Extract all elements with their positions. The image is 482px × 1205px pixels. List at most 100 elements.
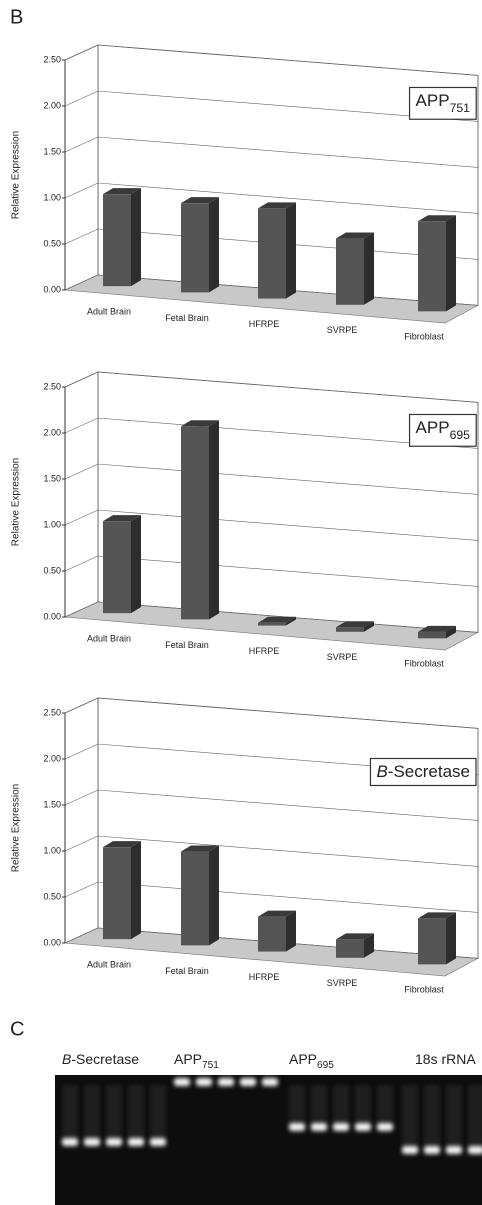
y-tick-label: 2.00 — [43, 753, 61, 763]
bar — [181, 426, 209, 619]
bar-side — [209, 420, 219, 619]
bar — [336, 239, 364, 305]
bar-side — [446, 215, 456, 311]
y-tick-label: 0.50 — [43, 891, 61, 901]
x-tick-label: Adult Brain — [87, 960, 131, 970]
side-wall — [65, 372, 98, 617]
panel-label: C — [10, 1018, 24, 1040]
y-tick-label: 1.00 — [43, 192, 61, 202]
bar — [181, 852, 209, 946]
gel-band — [311, 1123, 327, 1131]
label-part: 18s rRNA — [415, 1051, 476, 1067]
x-tick-label: Fetal Brain — [165, 313, 209, 323]
y-tick-label: 0.00 — [43, 611, 61, 621]
gel-smear — [289, 1085, 305, 1127]
label: APP695 — [289, 1051, 334, 1071]
bar-side — [286, 202, 296, 298]
gel-smear — [468, 1085, 482, 1150]
label-part: -Secretase — [71, 1051, 139, 1067]
y-tick-label: 2.00 — [43, 100, 61, 110]
gel-smear — [84, 1085, 100, 1142]
y-axis-label: Relative Expression — [11, 131, 22, 219]
y-tick-label: 0.50 — [43, 238, 61, 248]
label: 18s rRNA — [415, 1051, 476, 1067]
y-tick-label: 1.00 — [43, 845, 61, 855]
label: B-Secretase — [62, 1051, 139, 1067]
y-tick-label: 1.50 — [43, 799, 61, 809]
gel-band — [424, 1146, 440, 1154]
x-tick-label: Fetal Brain — [165, 640, 209, 650]
bar — [336, 627, 364, 632]
y-tick-label: 0.00 — [43, 937, 61, 947]
bar-side — [131, 188, 141, 286]
y-tick-label: 2.50 — [43, 381, 61, 391]
bar — [418, 221, 446, 311]
label-part: APP — [289, 1051, 317, 1067]
x-tick-label: SVRPE — [327, 325, 358, 335]
gel-smear — [355, 1085, 371, 1127]
y-axis-label: Relative Expression — [11, 458, 22, 546]
bar — [258, 623, 286, 626]
label-part: 695 — [450, 428, 471, 442]
gel-smear — [62, 1085, 78, 1142]
panel-label: B — [10, 6, 23, 28]
x-tick-label: HFRPE — [249, 319, 280, 329]
bar — [181, 203, 209, 292]
bar-side — [209, 846, 219, 946]
x-tick-label: Adult Brain — [87, 307, 131, 317]
label-part: -Secretase — [388, 762, 470, 781]
bar — [103, 521, 131, 613]
label-part: B — [62, 1051, 71, 1067]
bar-side — [446, 912, 456, 964]
bar-side — [209, 197, 219, 292]
gel-band — [333, 1123, 349, 1131]
bar-side — [131, 841, 141, 939]
x-tick-label: HFRPE — [249, 972, 280, 982]
x-tick-label: Fibroblast — [404, 985, 444, 995]
label-part: 751 — [450, 101, 471, 115]
label-part: B — [376, 762, 387, 781]
gel-band — [355, 1123, 371, 1131]
x-tick-label: Fibroblast — [404, 659, 444, 669]
gel-band — [289, 1123, 305, 1131]
gel-band — [106, 1138, 122, 1146]
gel-smear — [333, 1085, 349, 1127]
x-tick-label: HFRPE — [249, 646, 280, 656]
bar — [336, 939, 364, 957]
gel-smear — [424, 1085, 440, 1150]
gel-band — [196, 1078, 212, 1086]
y-tick-label: 2.50 — [43, 707, 61, 717]
x-tick-label: Fibroblast — [404, 332, 444, 342]
bar-side — [286, 911, 296, 952]
bar — [103, 194, 131, 286]
bar — [418, 632, 446, 638]
gel-band — [174, 1078, 190, 1086]
label: B-Secretase — [376, 762, 470, 781]
bar — [258, 917, 286, 952]
x-tick-label: Fetal Brain — [165, 966, 209, 976]
y-tick-label: 0.00 — [43, 284, 61, 294]
gel-smear — [402, 1085, 418, 1150]
side-wall — [65, 698, 98, 943]
gel-smear — [106, 1085, 122, 1142]
gel-band — [128, 1138, 144, 1146]
figure: B C 0.00 0.50 1.00 1.50 2.00 2.50 Relative Exp… — [0, 0, 482, 1205]
gel-band — [150, 1138, 166, 1146]
x-tick-label: Adult Brain — [87, 634, 131, 644]
gel-band — [446, 1146, 462, 1154]
gel-smear — [150, 1085, 166, 1142]
label-part: 695 — [317, 1060, 334, 1071]
side-wall — [65, 45, 98, 290]
label: APP751 — [174, 1051, 219, 1071]
gel-smear — [128, 1085, 144, 1142]
y-tick-label: 1.50 — [43, 146, 61, 156]
label-part: 751 — [202, 1060, 219, 1071]
x-tick-label: SVRPE — [327, 652, 358, 662]
y-tick-label: 2.00 — [43, 427, 61, 437]
y-axis-label: Relative Expression — [11, 784, 22, 872]
bar-side — [364, 233, 374, 305]
gel-band — [84, 1138, 100, 1146]
gel-band — [262, 1078, 278, 1086]
y-tick-label: 0.50 — [43, 565, 61, 575]
y-tick-label: 2.50 — [43, 54, 61, 64]
